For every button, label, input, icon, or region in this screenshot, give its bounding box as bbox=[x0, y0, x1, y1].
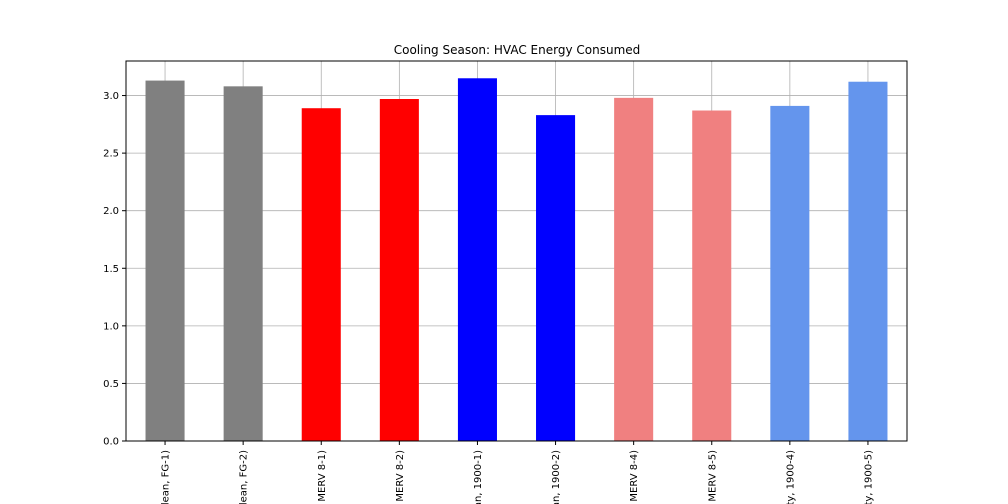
bar bbox=[536, 115, 576, 441]
bar bbox=[145, 80, 185, 442]
bar bbox=[770, 105, 810, 441]
bar bbox=[457, 78, 497, 441]
bar bbox=[848, 81, 888, 442]
y-tick-label: 0.5 bbox=[103, 379, 119, 390]
bar bbox=[692, 110, 732, 442]
x-tick-label: lean, FG-2) bbox=[239, 450, 250, 504]
x-tick-label: lean, FG-1) bbox=[161, 450, 172, 504]
x-tick-label: MERV 8-1) bbox=[317, 450, 328, 502]
y-tick-label: 0.0 bbox=[103, 437, 119, 448]
bars bbox=[145, 78, 888, 442]
y-tick-label: 1.5 bbox=[103, 264, 119, 275]
x-tick-label: ty, 1900-5) bbox=[863, 450, 874, 504]
bar bbox=[301, 108, 341, 441]
plot-frame bbox=[125, 60, 908, 442]
y-tick-label: 3.0 bbox=[103, 91, 119, 102]
bar bbox=[614, 97, 654, 442]
bar bbox=[223, 86, 263, 441]
x-axis-ticks: lean, FG-1) lean, FG-2) MERV 8-1) MERV 8-2)… bbox=[161, 441, 874, 504]
y-tick-label: 2.0 bbox=[103, 206, 119, 217]
chart-title: Cooling Season: HVAC Energy Consumed bbox=[394, 43, 641, 57]
x-tick-label: MERV 8-5) bbox=[707, 450, 718, 502]
x-tick-label: MERV 8-4) bbox=[629, 450, 640, 502]
y-tick-label: 1.0 bbox=[103, 321, 119, 332]
y-tick-label: 2.5 bbox=[103, 149, 119, 160]
x-tick-label: ty, 1900-4) bbox=[785, 450, 796, 504]
bar bbox=[379, 99, 419, 441]
y-axis-ticks: 0.0 0.5 1.0 1.5 2.0 2.5 3.0 bbox=[103, 91, 126, 448]
x-tick-label: an, 1900-1) bbox=[473, 450, 484, 504]
x-tick-label: MERV 8-2) bbox=[395, 450, 406, 502]
x-tick-label: an, 1900-2) bbox=[551, 450, 562, 504]
